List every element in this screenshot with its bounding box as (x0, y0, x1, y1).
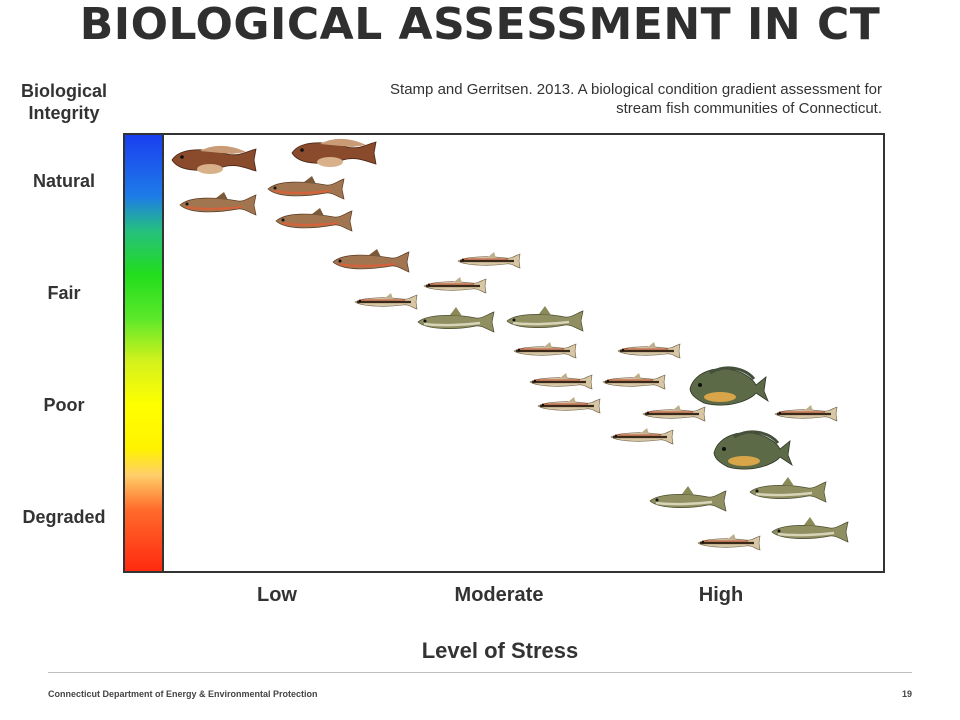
y-axis-title-line-1: Biological (20, 81, 107, 101)
footer-divider (48, 672, 912, 673)
y-axis-title-line-2: Integrity (28, 103, 100, 123)
x-level-high: High (698, 584, 744, 606)
x-axis-title: Level of Stress (421, 638, 579, 663)
citation: Stamp and Gerritsen. 2013. A biological … (282, 80, 882, 118)
citation-line-1: Stamp and Gerritsen. 2013. A biological … (390, 81, 882, 98)
y-level-degraded: Degraded (22, 507, 106, 527)
integrity-gradient-bar (123, 133, 164, 573)
slide-title: BIOLOGICAL ASSESSMENT IN CT (79, 0, 881, 50)
footer-organization: Connecticut Department of Energy & Envir… (48, 689, 318, 699)
y-axis-title: Biological Integrity (10, 80, 118, 124)
citation-line-2: stream fish communities of Connecticut. (616, 100, 882, 117)
y-level-fair: Fair (47, 283, 81, 303)
x-level-low: Low (257, 584, 297, 606)
y-level-natural: Natural (32, 171, 95, 191)
page-number: 19 (901, 689, 912, 699)
y-level-poor: Poor (43, 395, 85, 415)
x-level-moderate: Moderate (454, 584, 544, 606)
